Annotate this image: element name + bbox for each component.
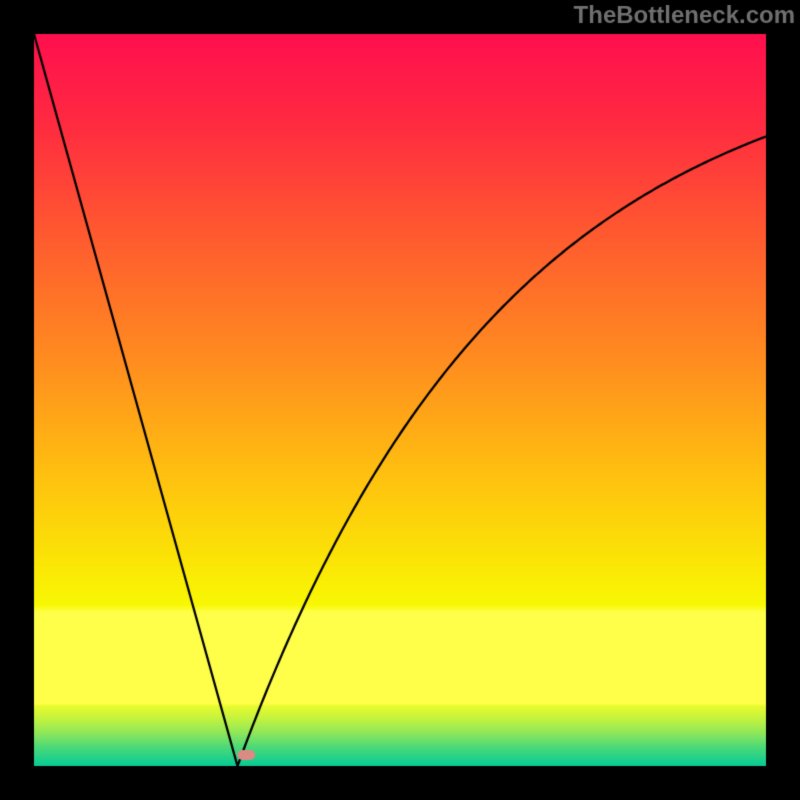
bottleneck-chart	[0, 0, 800, 800]
